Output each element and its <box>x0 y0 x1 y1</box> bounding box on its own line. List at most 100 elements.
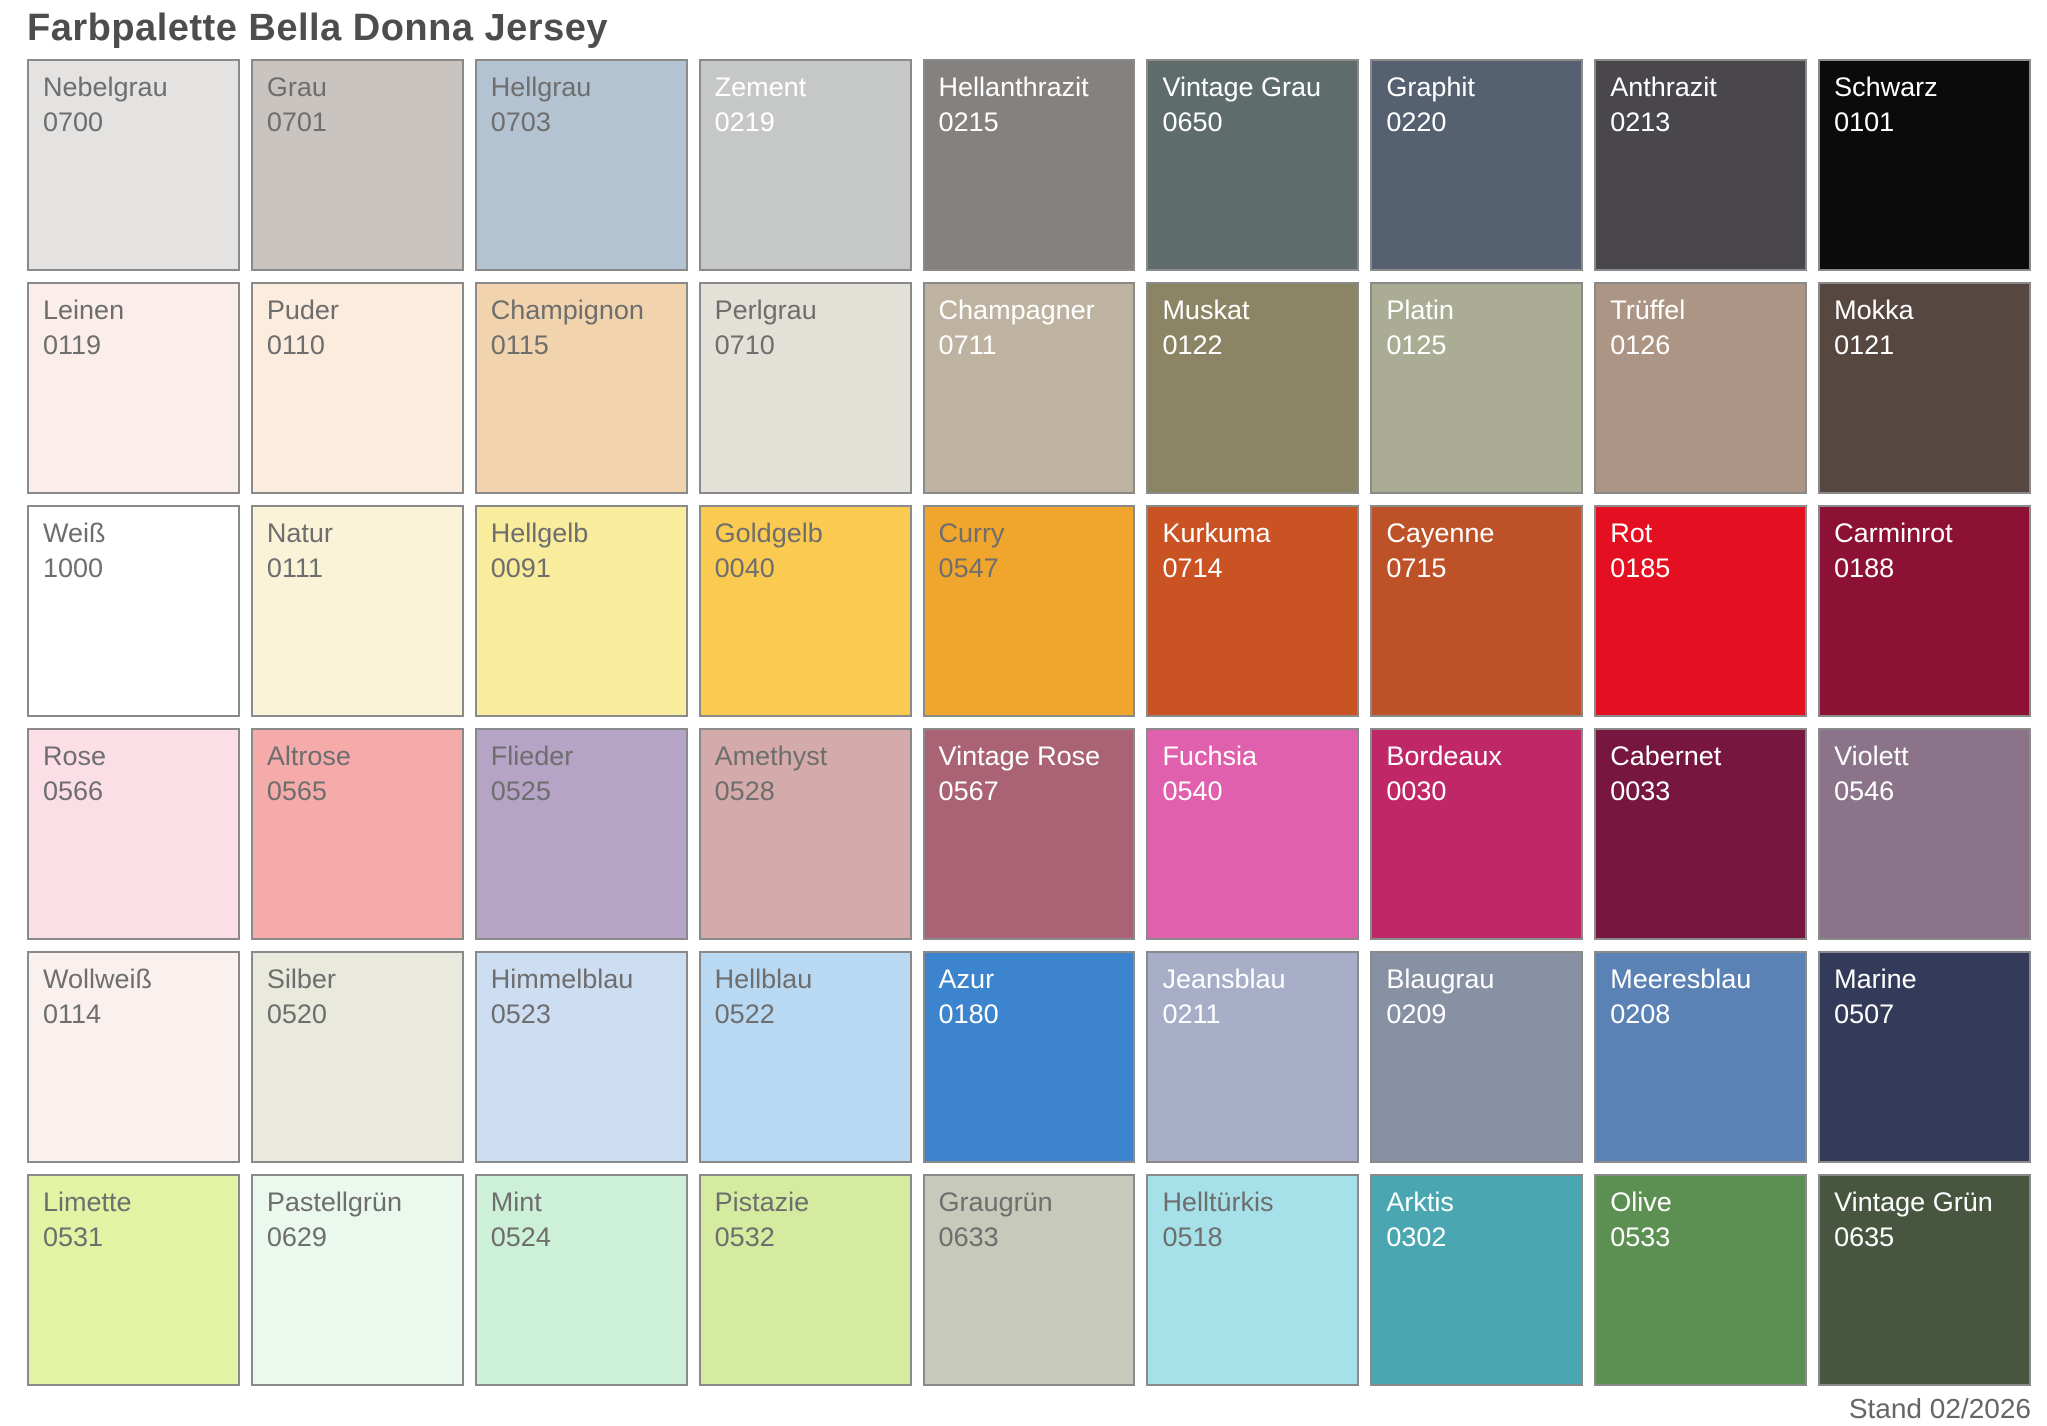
swatch-0633: Graugrün 0633 <box>922 1174 1136 1386</box>
swatch-name: Muskat <box>1162 295 1250 325</box>
swatch-code: 0533 <box>1610 1222 1671 1252</box>
swatch-code: 0703 <box>490 107 551 137</box>
swatch-0540: Fuchsia 0540 <box>1146 728 1360 940</box>
swatch-code: 0629 <box>266 1222 327 1252</box>
swatch-name: Vintage Grau <box>1162 72 1322 102</box>
swatch-name: Olive <box>1610 1187 1672 1217</box>
swatch-0635: Vintage Grün 0635 <box>1818 1174 2031 1386</box>
swatch-name: Hellgrau <box>490 72 592 102</box>
swatch-name: Curry <box>938 518 1005 548</box>
swatch-0531: Limette 0531 <box>27 1174 240 1386</box>
swatch-code: 0115 <box>490 330 549 360</box>
swatch-name: Rot <box>1610 518 1653 548</box>
swatch-name: Champagner <box>938 295 1095 325</box>
swatch-name: Altrose <box>266 741 351 771</box>
swatch-0523: Himmelblau 0523 <box>474 951 688 1163</box>
swatch-code: 1000 <box>43 553 104 583</box>
swatch-code: 0188 <box>1834 553 1895 583</box>
swatch-0715: Cayenne 0715 <box>1370 505 1584 717</box>
swatch-name: Hellanthrazit <box>938 72 1089 102</box>
swatch-0546: Violett 0546 <box>1818 728 2031 940</box>
swatch-0219: Zement 0219 <box>698 59 912 271</box>
swatch-0213: Anthrazit 0213 <box>1594 59 1808 271</box>
swatch-name: Marine <box>1834 964 1917 994</box>
swatch-code: 0650 <box>1162 107 1223 137</box>
swatch-code: 0091 <box>490 553 551 583</box>
swatch-1000: Weiß 1000 <box>27 505 240 717</box>
swatch-0180: Azur 0180 <box>922 951 1136 1163</box>
swatch-name: Carminrot <box>1834 518 1953 548</box>
swatch-code: 0101 <box>1834 107 1895 137</box>
swatch-0522: Hellblau 0522 <box>698 951 912 1163</box>
swatch-name: Blaugrau <box>1386 964 1495 994</box>
swatch-code: 0211 <box>1162 999 1221 1029</box>
revision-date: Stand 02/2026 <box>1848 1393 2031 1424</box>
swatch-0711: Champagner 0711 <box>922 282 1136 494</box>
swatch-0700: Nebelgrau 0700 <box>27 59 240 271</box>
swatch-name: Trüffel <box>1610 295 1686 325</box>
swatch-code: 0565 <box>266 776 327 806</box>
swatch-code: 0520 <box>266 999 327 1029</box>
swatch-code: 0524 <box>490 1222 551 1252</box>
swatch-code: 0111 <box>266 553 323 583</box>
swatch-0121: Mokka 0121 <box>1818 282 2031 494</box>
swatch-name: Grau <box>266 72 327 102</box>
swatch-code: 0547 <box>938 553 999 583</box>
swatch-code: 0532 <box>714 1222 775 1252</box>
swatch-code: 0033 <box>1610 776 1671 806</box>
swatch-code: 0566 <box>43 776 104 806</box>
swatch-0533: Olive 0533 <box>1594 1174 1808 1386</box>
swatch-code: 0185 <box>1610 553 1671 583</box>
swatch-name: Flieder <box>490 741 574 771</box>
swatch-0110: Puder 0110 <box>250 282 464 494</box>
swatch-code: 0209 <box>1386 999 1447 1029</box>
swatch-code: 0507 <box>1834 999 1895 1029</box>
swatch-code: 0121 <box>1834 330 1895 360</box>
swatch-name: Arktis <box>1386 1187 1454 1217</box>
swatch-name: Kurkuma <box>1162 518 1271 548</box>
swatch-0115: Champignon 0115 <box>474 282 688 494</box>
swatch-code: 0215 <box>938 107 999 137</box>
swatch-name: Vintage Grün <box>1834 1187 1993 1217</box>
swatch-0525: Flieder 0525 <box>474 728 688 940</box>
swatch-name: Nebelgrau <box>43 72 168 102</box>
swatch-name: Goldgelb <box>714 518 823 548</box>
swatch-name: Graphit <box>1386 72 1475 102</box>
swatch-code: 0040 <box>714 553 775 583</box>
swatch-name: Limette <box>43 1187 132 1217</box>
swatch-0114: Wollweiß 0114 <box>27 951 240 1163</box>
swatch-name: Weiß <box>43 518 106 548</box>
swatch-code: 0635 <box>1834 1222 1895 1252</box>
swatch-0703: Hellgrau 0703 <box>474 59 688 271</box>
swatch-code: 0567 <box>938 776 999 806</box>
page-title: Farbpalette Bella Donna Jersey <box>27 7 608 49</box>
swatch-0650: Vintage Grau 0650 <box>1146 59 1360 271</box>
swatch-0518: Helltürkis 0518 <box>1146 1174 1360 1386</box>
swatch-0111: Natur 0111 <box>250 505 464 717</box>
swatch-code: 0714 <box>1162 553 1223 583</box>
swatch-code: 0700 <box>43 107 104 137</box>
swatch-name: Graugrün <box>938 1187 1053 1217</box>
swatch-code: 0208 <box>1610 999 1671 1029</box>
swatch-0710: Perlgrau 0710 <box>698 282 912 494</box>
swatch-code: 0531 <box>43 1222 104 1252</box>
swatch-0040: Goldgelb 0040 <box>698 505 912 717</box>
swatch-code: 0180 <box>938 999 999 1029</box>
swatch-name: Bordeaux <box>1386 741 1502 771</box>
swatch-name: Zement <box>714 72 807 102</box>
swatch-0126: Trüffel 0126 <box>1594 282 1808 494</box>
swatch-0528: Amethyst 0528 <box>698 728 912 940</box>
swatch-0101: Schwarz 0101 <box>1818 59 2031 271</box>
swatch-0302: Arktis 0302 <box>1370 1174 1584 1386</box>
swatch-name: Puder <box>266 295 339 325</box>
swatch-0565: Altrose 0565 <box>250 728 464 940</box>
swatch-name: Helltürkis <box>1162 1187 1274 1217</box>
swatch-code: 0540 <box>1162 776 1223 806</box>
swatch-code: 0030 <box>1386 776 1447 806</box>
swatch-name: Amethyst <box>714 741 828 771</box>
swatch-0033: Cabernet 0033 <box>1594 728 1808 940</box>
swatch-code: 0715 <box>1386 553 1447 583</box>
swatch-0507: Marine 0507 <box>1818 951 2031 1163</box>
swatch-name: Schwarz <box>1834 72 1938 102</box>
